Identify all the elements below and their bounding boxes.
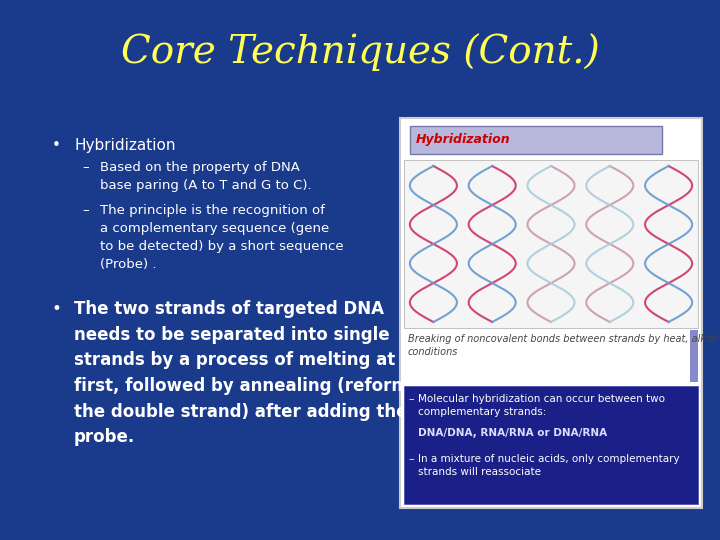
Bar bbox=[404, 330, 698, 382]
Text: –: – bbox=[82, 204, 89, 217]
Text: Molecular hybridization can occur between two
complementary strands:: Molecular hybridization can occur betwee… bbox=[418, 394, 665, 417]
Text: –: – bbox=[408, 454, 413, 464]
Bar bbox=[410, 126, 662, 154]
Bar bbox=[404, 160, 698, 328]
Bar bbox=[404, 386, 698, 504]
Text: Breaking of noncovalent bonds between strands by heat, alkali
conditions: Breaking of noncovalent bonds between st… bbox=[408, 334, 718, 357]
Text: DNA/DNA, RNA/RNA or DNA/RNA: DNA/DNA, RNA/RNA or DNA/RNA bbox=[418, 428, 607, 438]
Text: Hybridization: Hybridization bbox=[416, 133, 510, 146]
Text: –: – bbox=[82, 161, 89, 174]
Text: •: • bbox=[52, 138, 61, 153]
Text: –: – bbox=[408, 394, 413, 404]
Text: Based on the property of DNA
base paring (A to T and G to C).: Based on the property of DNA base paring… bbox=[100, 161, 312, 192]
Text: The principle is the recognition of
a complementary sequence (gene
to be detecte: The principle is the recognition of a co… bbox=[100, 204, 343, 271]
Bar bbox=[400, 118, 702, 508]
Text: •: • bbox=[52, 300, 62, 318]
Text: The two strands of targeted DNA
needs to be separated into single
strands by a p: The two strands of targeted DNA needs to… bbox=[74, 300, 409, 447]
Bar bbox=[690, 330, 698, 382]
Text: Core Techniques (Cont.): Core Techniques (Cont.) bbox=[121, 33, 599, 71]
Text: In a mixture of nucleic acids, only complementary
strands will reassociate: In a mixture of nucleic acids, only comp… bbox=[418, 454, 680, 477]
Text: Hybridization: Hybridization bbox=[74, 138, 176, 153]
